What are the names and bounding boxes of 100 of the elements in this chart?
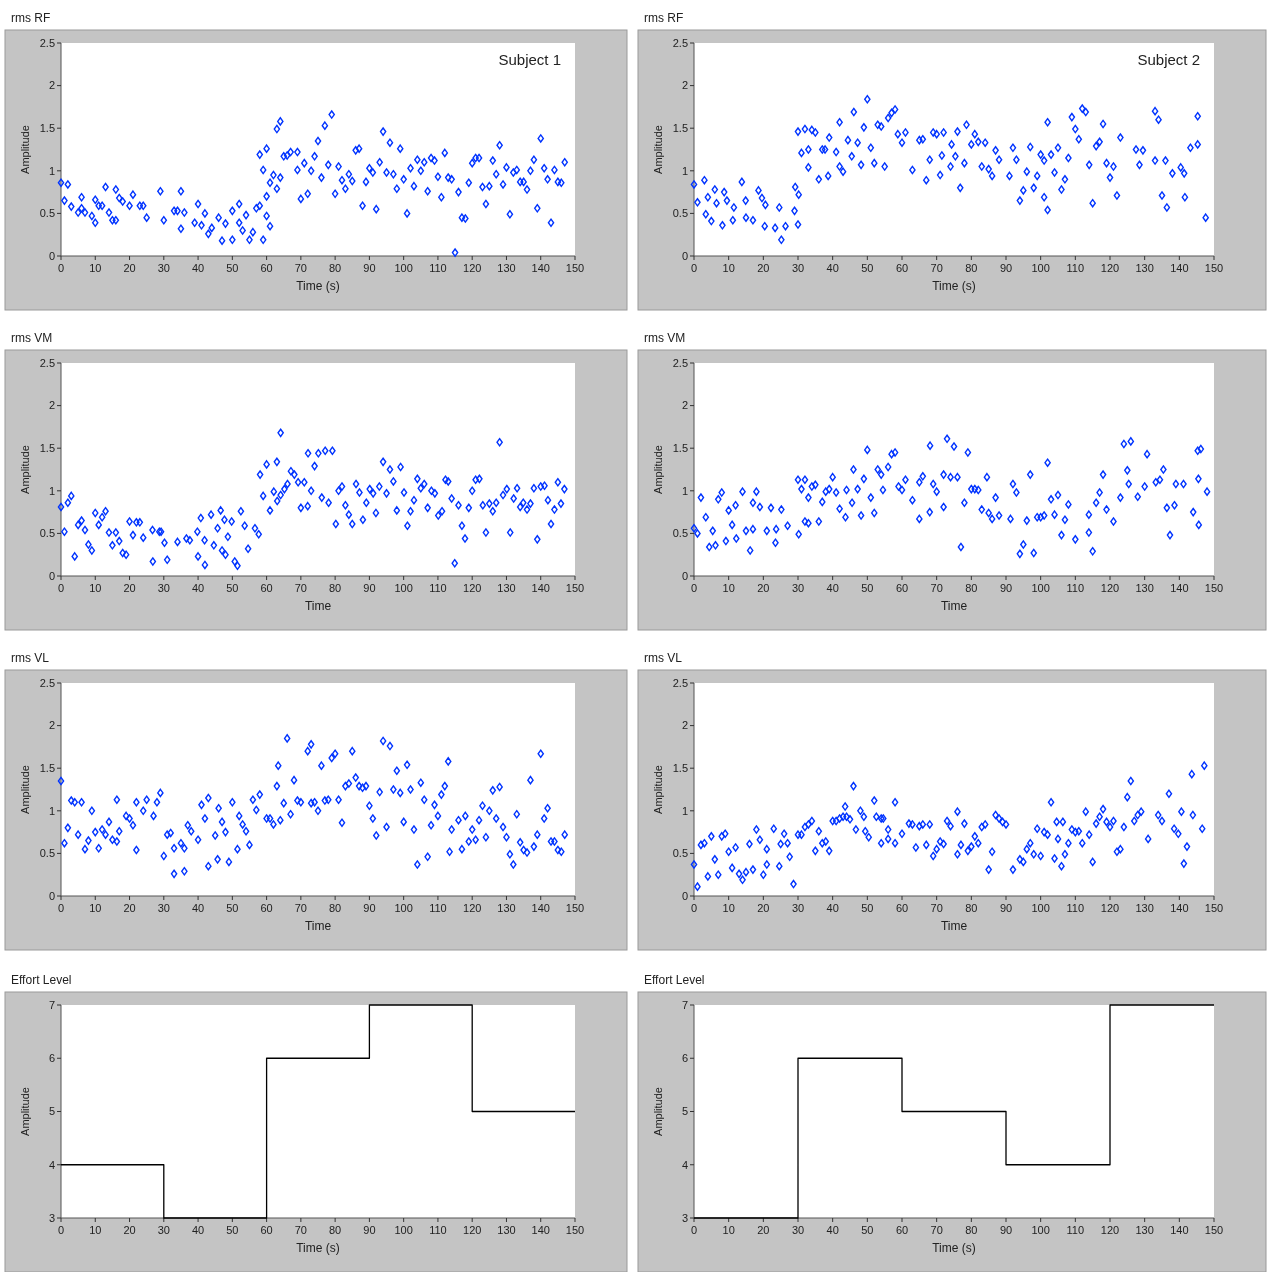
x-tick-label: 100 — [394, 1224, 413, 1236]
y-tick-label: 5 — [48, 1105, 55, 1118]
x-tick-label: 0 — [57, 1224, 65, 1236]
x-tick-label: 50 — [861, 262, 874, 274]
x-tick-label: 100 — [1031, 582, 1050, 594]
x-tick-label: 10 — [89, 1224, 102, 1236]
x-axis-title: Time — [940, 599, 968, 613]
x-tick-label: 110 — [1066, 582, 1085, 594]
x-tick-label: 140 — [531, 262, 550, 274]
y-tick-label: 2.5 — [672, 676, 688, 689]
x-tick-label: 100 — [1031, 902, 1050, 914]
y-axis-title: Amplitude — [652, 1087, 664, 1136]
x-axis-title: Time — [304, 599, 332, 613]
x-tick-label: 10 — [89, 902, 102, 914]
x-tick-label: 80 — [965, 582, 978, 594]
y-tick-label: 7 — [48, 998, 55, 1011]
y-tick-label: 3 — [48, 1211, 55, 1224]
x-tick-label: 110 — [429, 582, 447, 594]
x-tick-label: 90 — [363, 582, 376, 594]
x-tick-label: 140 — [531, 1224, 550, 1236]
x-tick-label: 60 — [260, 582, 273, 594]
x-tick-label: 40 — [191, 582, 205, 594]
x-tick-label: 140 — [531, 902, 550, 914]
y-tick-label: 0 — [681, 249, 688, 262]
y-tick-label: 4 — [681, 1158, 688, 1171]
x-tick-label: 100 — [394, 902, 413, 914]
x-tick-label: 140 — [1170, 902, 1189, 914]
y-tick-label: 0 — [681, 889, 688, 902]
x-tick-label: 50 — [226, 582, 239, 594]
x-tick-label: 140 — [1170, 262, 1189, 274]
x-tick-label: 90 — [999, 262, 1013, 274]
x-axis-title: Time (s) — [932, 1241, 976, 1255]
x-tick-label: 90 — [999, 1224, 1013, 1236]
y-tick-label: 2.5 — [39, 36, 55, 49]
x-tick-label: 90 — [363, 262, 376, 274]
x-tick-label: 130 — [1135, 262, 1154, 274]
x-tick-label: 150 — [565, 1224, 585, 1236]
x-tick-label: 0 — [690, 902, 698, 914]
x-tick-label: 120 — [463, 262, 482, 274]
x-tick-label: 10 — [89, 582, 102, 594]
x-tick-label: 40 — [826, 582, 839, 594]
x-tick-label: 40 — [191, 262, 205, 274]
x-tick-label: 150 — [565, 262, 585, 274]
x-tick-label: 150 — [565, 582, 585, 594]
y-tick-label: 0 — [681, 569, 688, 582]
y-tick-label: 1 — [681, 164, 688, 177]
y-tick-label: 2 — [48, 719, 55, 732]
x-tick-label: 130 — [1135, 1224, 1154, 1236]
x-tick-label: 90 — [999, 902, 1013, 914]
y-tick-label: 6 — [48, 1052, 55, 1065]
x-tick-label: 80 — [965, 262, 978, 274]
x-tick-label: 80 — [965, 1224, 978, 1236]
x-tick-label: 0 — [690, 582, 698, 594]
chart-title: rms VM — [644, 331, 686, 345]
y-tick-label: 1 — [681, 484, 688, 497]
x-tick-label: 20 — [123, 1224, 136, 1236]
y-axis-title: Amplitude — [652, 765, 664, 814]
x-tick-label: 130 — [1135, 582, 1154, 594]
x-tick-label: 0 — [690, 262, 698, 274]
y-tick-label: 0.5 — [672, 207, 688, 220]
x-tick-label: 130 — [497, 582, 516, 594]
x-tick-label: 60 — [260, 902, 273, 914]
y-tick-label: 1.5 — [672, 442, 688, 455]
y-tick-label: 1.5 — [39, 762, 55, 775]
x-tick-label: 50 — [861, 902, 874, 914]
x-tick-label: 40 — [826, 262, 839, 274]
chart-title: Effort Level — [644, 973, 705, 987]
x-tick-label: 60 — [260, 262, 273, 274]
x-tick-label: 90 — [363, 902, 376, 914]
x-tick-label: 120 — [463, 582, 482, 594]
x-tick-label: 150 — [565, 902, 585, 914]
x-tick-label: 110 — [1066, 902, 1085, 914]
x-tick-label: 20 — [123, 902, 136, 914]
y-tick-label: 2 — [48, 79, 55, 92]
y-tick-label: 2 — [681, 79, 688, 92]
chart-title: rms VL — [11, 651, 50, 665]
y-tick-label: 3 — [681, 1211, 688, 1224]
y-tick-label: 0.5 — [39, 847, 55, 860]
x-tick-label: 50 — [861, 582, 874, 594]
x-tick-label: 70 — [930, 902, 943, 914]
y-tick-label: 1.5 — [672, 762, 688, 775]
x-tick-label: 20 — [757, 1224, 770, 1236]
x-tick-label: 30 — [791, 582, 805, 594]
annotation: Subject 1 — [498, 51, 561, 68]
x-tick-label: 140 — [531, 582, 550, 594]
y-axis-title: Amplitude — [19, 765, 31, 814]
x-tick-label: 30 — [791, 1224, 805, 1236]
x-tick-label: 0 — [57, 582, 65, 594]
x-tick-label: 100 — [1031, 262, 1050, 274]
x-tick-label: 10 — [89, 262, 102, 274]
x-tick-label: 40 — [191, 1224, 205, 1236]
x-tick-label: 30 — [157, 1224, 170, 1236]
y-tick-label: 0.5 — [39, 207, 55, 220]
x-tick-label: 30 — [157, 902, 170, 914]
x-tick-label: 150 — [1204, 902, 1224, 914]
y-tick-label: 0.5 — [672, 527, 688, 540]
x-tick-label: 140 — [1170, 1224, 1189, 1236]
chart-title: rms RF — [11, 11, 51, 25]
x-tick-label: 50 — [861, 1224, 874, 1236]
x-tick-label: 70 — [294, 1224, 307, 1236]
